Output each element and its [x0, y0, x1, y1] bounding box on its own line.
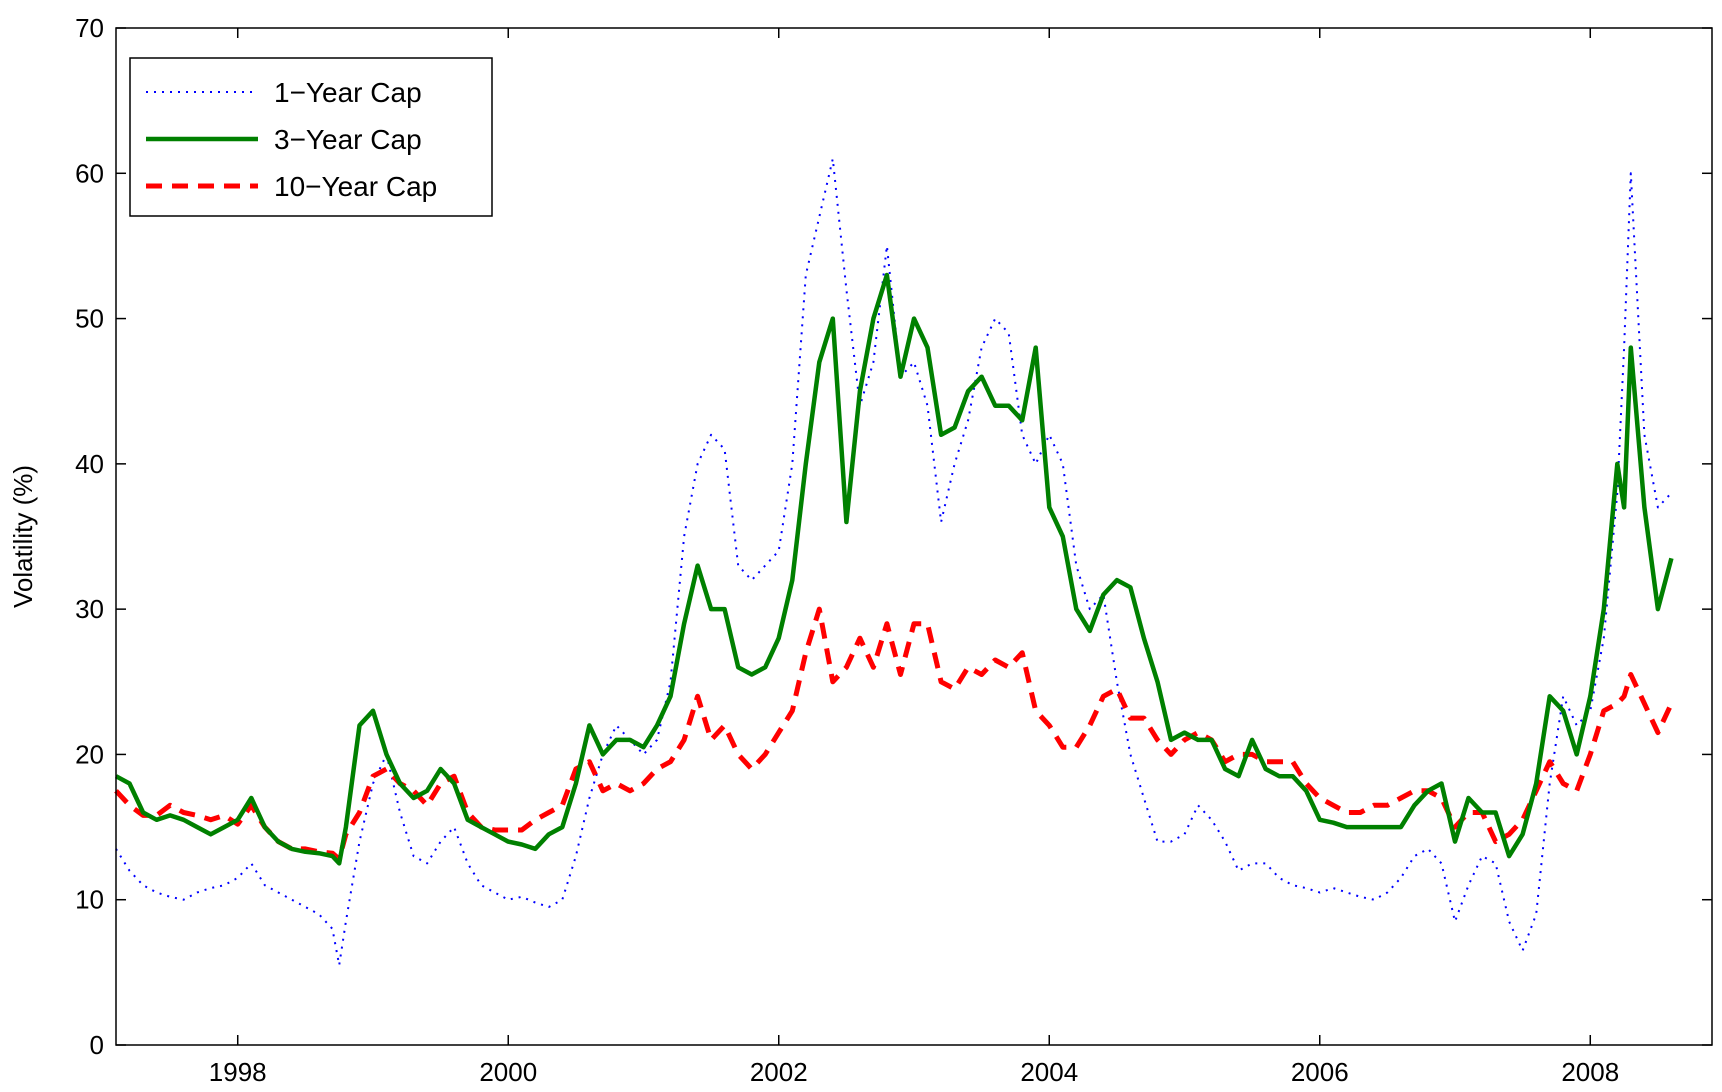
y-tick-label: 30 [75, 594, 104, 624]
x-tick-label: 2008 [1561, 1057, 1619, 1087]
y-tick-label: 40 [75, 449, 104, 479]
x-tick-label: 2002 [750, 1057, 808, 1087]
legend-label: 10−Year Cap [274, 171, 437, 202]
series-line-0 [115, 157, 1673, 967]
y-tick-label: 50 [75, 304, 104, 334]
y-tick-label: 10 [75, 885, 104, 915]
series-line-1 [114, 272, 1674, 866]
y-axis-title: Volatility (%) [8, 465, 38, 608]
x-tick-label: 2006 [1291, 1057, 1349, 1087]
x-tick-label: 2000 [479, 1057, 537, 1087]
legend-label: 1−Year Cap [274, 77, 422, 108]
legend: 1−Year Cap 3−Year Cap 10−Year Cap [129, 57, 493, 217]
y-tick-label: 0 [90, 1030, 104, 1060]
y-tick-label: 70 [75, 13, 104, 43]
legend-label: 3−Year Cap [274, 124, 422, 155]
plot-frame [115, 27, 1713, 1046]
ticks-layer: 1998 2000 2002 2004 2006 2008 0 10 20 30 40 50 60 70 [75, 13, 1712, 1087]
y-tick-label: 20 [75, 739, 104, 769]
series-layer [114, 157, 1674, 967]
x-tick-label: 2004 [1020, 1057, 1078, 1087]
y-tick-label: 60 [75, 158, 104, 188]
x-tick-label: 1998 [209, 1057, 267, 1087]
series-line-2 [114, 606, 1674, 862]
